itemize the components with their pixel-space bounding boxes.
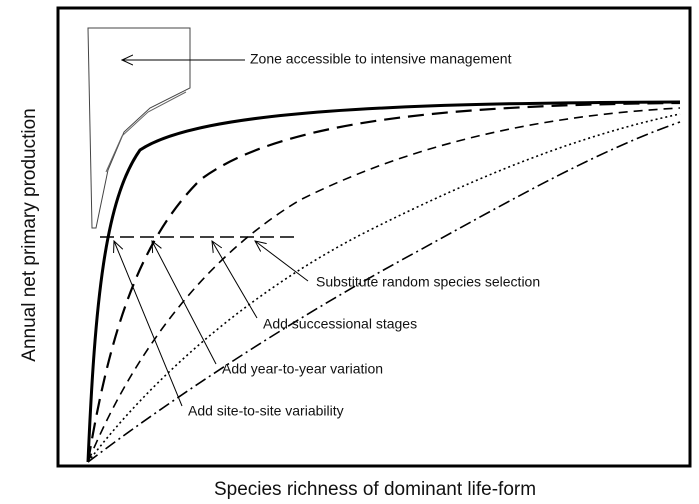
management-zone — [87, 27, 191, 229]
arrow-successional — [212, 241, 258, 319]
curve-long-dash — [86, 101, 681, 463]
arrow-random — [255, 241, 309, 282]
zone-label: Zone accessible to intensive management — [250, 51, 512, 67]
curve-short-dash — [87, 107, 681, 463]
arrow-site — [114, 241, 183, 407]
x-axis-label: Species richness of dominant life-form — [214, 479, 536, 500]
zone-inner-line — [105, 91, 187, 173]
successional-label: Add successional stages — [263, 316, 417, 332]
y-axis-label: Annual net primary production — [19, 108, 40, 361]
site-label: Add site-to-site variability — [188, 403, 344, 419]
curve-solid — [86, 100, 681, 463]
frame — [56, 6, 692, 468]
arrow-year — [152, 241, 217, 365]
random-label: Substitute random species selection — [316, 274, 540, 290]
year-label: Add year-to-year variation — [222, 361, 383, 377]
curve-dash-dot — [87, 121, 681, 463]
